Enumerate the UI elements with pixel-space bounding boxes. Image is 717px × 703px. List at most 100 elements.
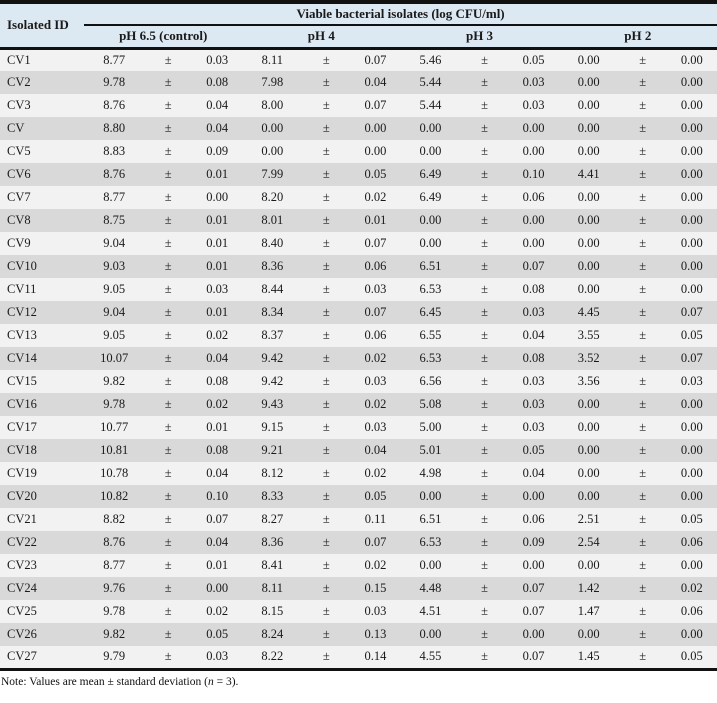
- plus-minus-sign: ±: [322, 466, 330, 480]
- mean-value-cell: 5.01: [419, 443, 442, 457]
- plus-minus-sign: ±: [481, 305, 488, 319]
- plus-minus-sign: ±: [481, 144, 488, 158]
- sd-value-cell: 0.08: [522, 351, 545, 365]
- sd-value-cell: 0.05: [206, 627, 229, 641]
- mean-value-cell: 9.82: [103, 374, 126, 388]
- plus-minus-sign: ±: [481, 581, 488, 595]
- mean-value-cell: 6.49: [419, 190, 442, 204]
- plus-minus-sign: ±: [639, 466, 647, 480]
- plus-minus-sign: ±: [164, 627, 172, 641]
- plus-minus-sign: ±: [322, 627, 330, 641]
- plus-minus-sign: ±: [322, 213, 330, 227]
- table-row: CV 8.80 ±0.04 0.00 ±0.00 0.00 ±0.00 0.00 ±0.00: [0, 117, 717, 140]
- table-row: CV23 8.77 ±0.01 8.41 ±0.02 0.00 ±0.00 0.00 ±0.00: [0, 554, 717, 577]
- plus-minus-sign: ±: [481, 443, 488, 457]
- mean-value-cell: 8.15: [261, 604, 284, 618]
- plus-minus-sign: ±: [322, 236, 330, 250]
- table-row: CV9 9.04 ±0.01 8.40 ±0.07 0.00 ±0.00 0.00 ±0.00: [0, 232, 717, 255]
- isolate-id-cell: CV6: [7, 167, 31, 181]
- mean-value-cell: 3.55: [577, 328, 600, 342]
- mean-value-cell: 7.99: [261, 167, 284, 181]
- plus-minus-sign: ±: [481, 121, 488, 135]
- plus-minus-sign: ±: [322, 420, 330, 434]
- sd-value-cell: 0.00: [680, 52, 703, 67]
- mean-value-cell: 8.77: [103, 52, 126, 67]
- plus-minus-sign: ±: [164, 190, 172, 204]
- mean-value-cell: 4.48: [419, 581, 442, 595]
- plus-minus-sign: ±: [164, 443, 172, 457]
- table-row: CV5 8.83 ±0.09 0.00 ±0.00 0.00 ±0.00 0.00 ±0.00: [0, 140, 717, 163]
- sd-value-cell: 0.11: [364, 512, 387, 526]
- sd-value-cell: 0.13: [364, 627, 387, 641]
- mean-value-cell: 9.42: [261, 374, 284, 388]
- sd-value-cell: 0.07: [364, 535, 387, 549]
- sd-value-cell: 0.02: [206, 604, 229, 618]
- mean-value-cell: 0.00: [419, 213, 442, 227]
- ph-65-control-header: pH 6.5 (control): [84, 25, 243, 50]
- table-row: CV11 9.05 ±0.03 8.44 ±0.03 6.53 ±0.08 0.00 ±0.00: [0, 278, 717, 301]
- sd-value-cell: 0.05: [364, 489, 387, 503]
- plus-minus-sign: ±: [481, 52, 488, 67]
- sd-value-cell: 0.03: [522, 98, 545, 112]
- plus-minus-sign: ±: [639, 121, 647, 135]
- sd-value-cell: 0.06: [522, 190, 545, 204]
- sd-value-cell: 0.00: [680, 121, 703, 135]
- plus-minus-sign: ±: [164, 535, 172, 549]
- isolate-id-cell: CV20: [7, 489, 37, 503]
- table-row: CV24 9.76 ±0.00 8.11 ±0.15 4.48 ±0.07 1.42 ±0.02: [0, 577, 717, 600]
- mean-value-cell: 0.00: [577, 558, 600, 572]
- plus-minus-sign: ±: [322, 489, 330, 503]
- sd-value-cell: 0.00: [206, 190, 229, 204]
- mean-value-cell: 9.78: [103, 75, 126, 89]
- plus-minus-sign: ±: [639, 98, 647, 112]
- mean-value-cell: 5.44: [419, 75, 442, 89]
- sd-value-cell: 0.01: [206, 236, 229, 250]
- plus-minus-sign: ±: [481, 213, 488, 227]
- mean-value-cell: 6.53: [419, 282, 442, 296]
- plus-minus-sign: ±: [639, 604, 647, 618]
- sd-value-cell: 0.00: [522, 558, 545, 572]
- sd-value-cell: 0.03: [364, 282, 387, 296]
- isolate-id-cell: CV13: [7, 328, 37, 342]
- mean-value-cell: 8.77: [103, 558, 126, 572]
- mean-value-cell: 9.43: [261, 397, 284, 411]
- sd-value-cell: 0.00: [680, 282, 703, 296]
- mean-value-cell: 0.00: [419, 121, 442, 135]
- sd-value-cell: 0.06: [364, 328, 387, 342]
- mean-value-cell: 9.79: [103, 649, 126, 664]
- plus-minus-sign: ±: [481, 282, 488, 296]
- sd-value-cell: 0.05: [680, 512, 703, 526]
- mean-value-cell: 1.47: [577, 604, 600, 618]
- mean-value-cell: 8.77: [103, 190, 126, 204]
- mean-value-cell: 8.75: [103, 213, 126, 227]
- mean-value-cell: 10.82: [100, 489, 129, 503]
- sd-value-cell: 0.01: [206, 167, 229, 181]
- sd-value-cell: 0.03: [206, 52, 229, 67]
- plus-minus-sign: ±: [639, 443, 647, 457]
- sd-value-cell: 0.01: [364, 213, 387, 227]
- plus-minus-sign: ±: [322, 98, 330, 112]
- isolate-id-cell: CV18: [7, 443, 37, 457]
- sd-value-cell: 0.03: [364, 420, 387, 434]
- table-body: CV1 8.77 ±0.03 8.11 ±0.07 5.46 ±0.05 0.00 ±0.00 C…: [0, 48, 717, 669]
- mean-value-cell: 8.76: [103, 98, 126, 112]
- plus-minus-sign: ±: [164, 489, 172, 503]
- table-row: CV14 10.07 ±0.04 9.42 ±0.02 6.53 ±0.08 3.52 ±0.0…: [0, 347, 717, 370]
- plus-minus-sign: ±: [322, 75, 330, 89]
- plus-minus-sign: ±: [164, 581, 172, 595]
- sd-value-cell: 0.00: [206, 581, 229, 595]
- mean-value-cell: 8.11: [261, 52, 283, 67]
- plus-minus-sign: ±: [164, 259, 172, 273]
- table-row: CV22 8.76 ±0.04 8.36 ±0.07 6.53 ±0.09 2.54 ±0.06: [0, 531, 717, 554]
- sd-value-cell: 0.08: [522, 282, 545, 296]
- mean-value-cell: 6.55: [419, 328, 442, 342]
- mean-value-cell: 9.78: [103, 397, 126, 411]
- plus-minus-sign: ±: [164, 213, 172, 227]
- sd-value-cell: 0.03: [206, 282, 229, 296]
- table-row: CV21 8.82 ±0.07 8.27 ±0.11 6.51 ±0.06 2.51 ±0.05: [0, 508, 717, 531]
- ph-4-header: pH 4: [242, 25, 401, 50]
- plus-minus-sign: ±: [481, 98, 488, 112]
- plus-minus-sign: ±: [164, 52, 172, 67]
- sd-value-cell: 0.08: [206, 75, 229, 89]
- plus-minus-sign: ±: [639, 512, 647, 526]
